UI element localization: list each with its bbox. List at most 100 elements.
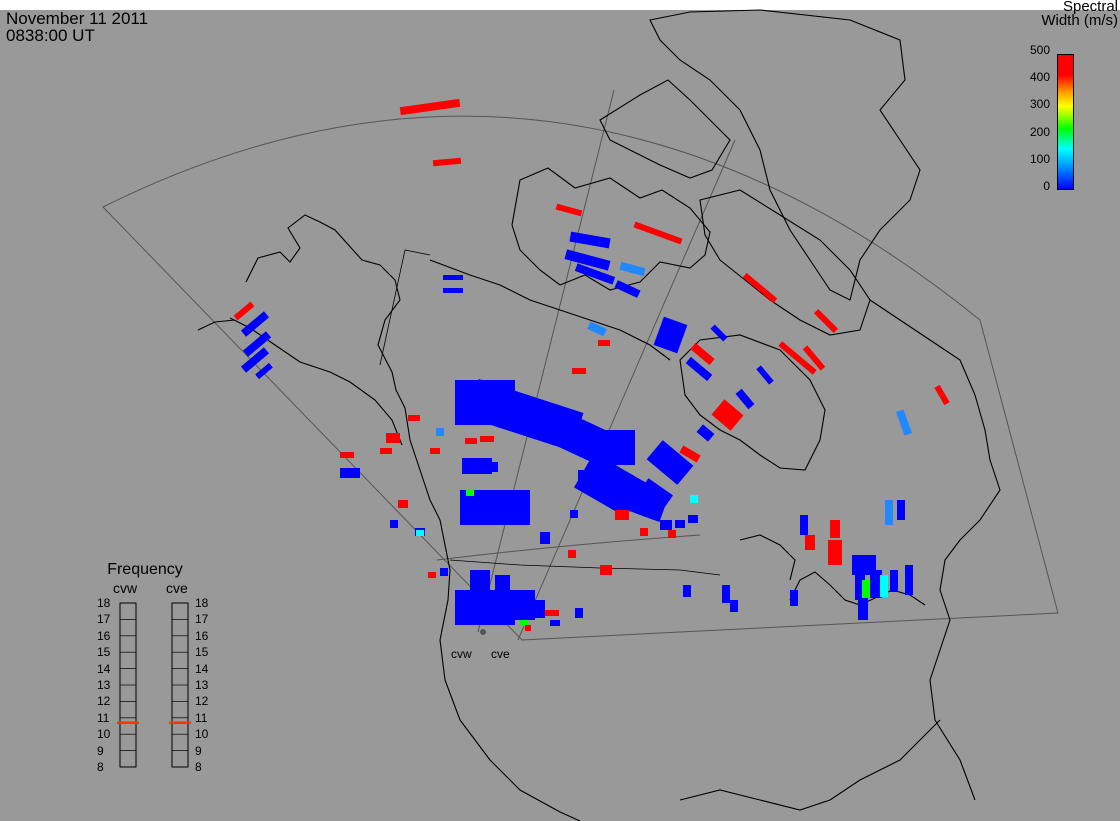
field-of-view-outline [102, 89, 1059, 641]
spectral-width-cell [895, 409, 913, 436]
spectral-width-cell [696, 424, 715, 442]
frequency-tick-label: 9 [97, 743, 104, 758]
coast-greenland [649, 9, 921, 301]
coast-great-lakes [789, 571, 926, 606]
frequency-tick-label: 16 [195, 628, 209, 643]
spectral-width-cells [233, 98, 950, 631]
spectral-width-cell [675, 520, 685, 528]
spectral-width-cell [416, 530, 424, 536]
frequency-tick-label: 18 [97, 596, 111, 610]
spectral-width-cell [255, 362, 273, 380]
spectral-width-cell [711, 399, 744, 431]
fov-boundary [102, 115, 1059, 641]
coast-arctic-islands [511, 167, 711, 291]
frequency-tick-label: 16 [97, 628, 111, 643]
station-label-cvw: cvw [451, 647, 472, 661]
spectral-width-cell [934, 384, 950, 406]
spectral-width-cell [430, 448, 440, 454]
frequency-tick-label: 12 [195, 694, 209, 709]
coast-hudson-bay [679, 334, 826, 471]
coast-arctic-mainland [429, 259, 671, 361]
spectral-width-cell [550, 620, 560, 626]
spectral-width-cell [735, 388, 755, 410]
frequency-tick-label: 11 [195, 710, 208, 725]
spectral-width-cell [465, 438, 477, 444]
radar-site-marker [480, 629, 486, 635]
spectral-width-cell [569, 231, 611, 249]
spectral-width-cell [572, 368, 586, 374]
spectral-width-cell [660, 520, 672, 530]
spectral-width-cell [862, 580, 870, 598]
frequency-tick-label: 9 [195, 743, 202, 758]
spectral-width-cell [478, 462, 498, 472]
spectral-width-cell [600, 565, 612, 575]
spectral-width-cell [340, 452, 354, 458]
coast-alaska-south [229, 317, 403, 446]
legend-title-line2: Width (m/s) [1041, 12, 1118, 29]
spectral-width-tick: 500 [1029, 43, 1050, 57]
coast-aleutian [197, 319, 236, 331]
spectral-width-tick: 0 [1043, 179, 1050, 193]
spectral-width-tick: 100 [1029, 151, 1050, 166]
spectral-width-cell [610, 500, 625, 508]
spectral-width-cell [885, 500, 893, 525]
spectral-width-cell [640, 528, 648, 536]
spectral-width-tick: 300 [1029, 97, 1050, 112]
spectral-width-cell [636, 478, 674, 512]
spectral-width-cell [520, 620, 528, 626]
coast-alaska [245, 214, 581, 821]
spectral-width-cell [466, 490, 474, 496]
frequency-tick-label: 15 [195, 645, 209, 660]
frequency-tick-label: 18 [195, 596, 209, 610]
frequency-tick-label: 8 [195, 760, 202, 774]
spectral-width-cell [685, 356, 713, 382]
spectral-width-cell [587, 321, 607, 337]
spectral-width-cell [653, 316, 688, 354]
spectral-width-cell [800, 515, 808, 535]
spectral-width-cell [386, 433, 400, 443]
legend-title-line1: Spectral [1062, 0, 1118, 15]
spectral-width-cell [432, 157, 462, 167]
spectral-width-cell [905, 565, 913, 595]
spectral-width-cell [233, 301, 255, 321]
spectral-width-cell [525, 625, 531, 631]
spectral-width-cell [380, 448, 392, 454]
spectral-width-cell [756, 365, 774, 385]
frequency-tick-label: 15 [97, 645, 111, 660]
spectral-width-cell [443, 275, 463, 280]
frequency-tick-label: 10 [195, 727, 209, 742]
spectral-width-cell [408, 415, 420, 421]
spectral-width-cell [455, 590, 515, 625]
spectral-width-cell [802, 345, 826, 371]
coast-labrador [869, 299, 1001, 801]
frequency-radar-cvw: cvw [113, 580, 138, 596]
spectral-width-cell [510, 590, 535, 620]
spectral-width-tick: 400 [1029, 70, 1050, 85]
frequency-radar-cve: cve [166, 580, 188, 596]
spectral-width-cell [722, 585, 730, 603]
top-white-strip [0, 0, 1120, 10]
frequency-tick-label: 17 [195, 612, 209, 627]
time-label: 0838:00 UT [6, 26, 95, 45]
timestamp-block: November 11 2011 0838:00 UT [6, 10, 148, 44]
spectral-width-cell [690, 342, 715, 366]
spectral-width-cell [830, 520, 840, 538]
fov-beam-line-2 [477, 89, 615, 633]
spectral-width-cell [897, 500, 905, 520]
frequency-tick-label: 8 [97, 760, 104, 774]
spectral-width-cell [480, 436, 494, 442]
spectral-width-cell [535, 600, 545, 618]
spectral-width-cell [710, 324, 728, 342]
spectral-width-cell [545, 610, 559, 616]
frequency-tick-label: 12 [97, 694, 111, 709]
spectral-width-cell [813, 308, 839, 334]
spectral-width-cell [805, 535, 815, 550]
frequency-tick-label: 13 [195, 678, 209, 692]
spectral-width-cell [540, 532, 550, 544]
frequency-tick-label: 14 [97, 661, 111, 676]
fov-beam-line [517, 139, 736, 641]
spectral-width-cell [555, 203, 583, 217]
spectral-width-cell [240, 311, 270, 337]
spectral-width-cell [730, 600, 738, 612]
